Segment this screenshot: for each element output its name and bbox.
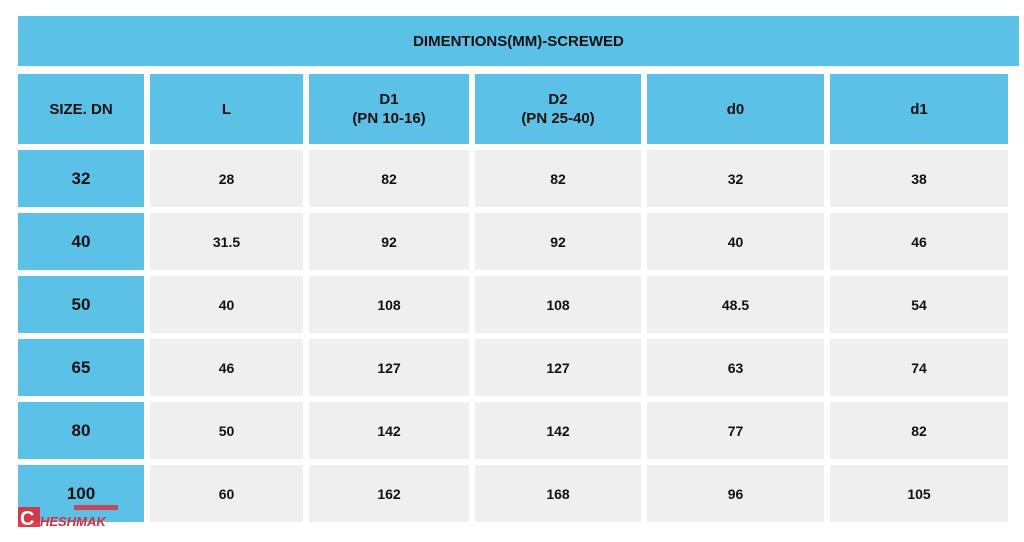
value-cell: 82: [830, 402, 1008, 459]
value-cell: 74: [830, 339, 1008, 396]
header-d1-small: d1: [830, 74, 1008, 144]
value-cell: 32: [647, 150, 824, 207]
value-cell: 108: [309, 276, 469, 333]
value-cell: 82: [309, 150, 469, 207]
value-cell: 92: [309, 213, 469, 270]
value-cell: 162: [309, 465, 469, 522]
header-size-dn: SIZE. DN: [18, 74, 144, 144]
value-cell: 142: [475, 402, 641, 459]
dimensions-table: SIZE. DN L D1 (PN 10-16) D2 (PN 25-40) d0 …: [12, 68, 1014, 528]
table-row: 50 40 108 108 48.5 54: [18, 276, 1008, 333]
size-cell: 32: [18, 150, 144, 207]
header-d0: d0: [647, 74, 824, 144]
value-cell: 46: [150, 339, 303, 396]
table-title: DIMENTIONS(MM)-SCREWED: [18, 16, 1019, 66]
value-cell: 168: [475, 465, 641, 522]
value-cell: 28: [150, 150, 303, 207]
value-cell: 92: [475, 213, 641, 270]
value-cell: 46: [830, 213, 1008, 270]
size-cell: 80: [18, 402, 144, 459]
value-cell: 77: [647, 402, 824, 459]
value-cell: 60: [150, 465, 303, 522]
header-l: L: [150, 74, 303, 144]
value-cell: 127: [475, 339, 641, 396]
value-cell: 127: [309, 339, 469, 396]
table-row: 40 31.5 92 92 40 46: [18, 213, 1008, 270]
header-d2: D2 (PN 25-40): [475, 74, 641, 144]
size-cell: 40: [18, 213, 144, 270]
value-cell: 48.5: [647, 276, 824, 333]
size-cell: 65: [18, 339, 144, 396]
value-cell: 142: [309, 402, 469, 459]
size-cell: 50: [18, 276, 144, 333]
value-cell: 31.5: [150, 213, 303, 270]
value-cell: 82: [475, 150, 641, 207]
value-cell: 40: [150, 276, 303, 333]
table-row: 100 60 162 168 96 105: [18, 465, 1008, 522]
table-row: 32 28 82 82 32 38: [18, 150, 1008, 207]
size-cell: 100: [18, 465, 144, 522]
value-cell: 54: [830, 276, 1008, 333]
value-cell: 50: [150, 402, 303, 459]
table-row: 80 50 142 142 77 82: [18, 402, 1008, 459]
value-cell: 38: [830, 150, 1008, 207]
table-row: 65 46 127 127 63 74: [18, 339, 1008, 396]
value-cell: 96: [647, 465, 824, 522]
value-cell: 108: [475, 276, 641, 333]
value-cell: 105: [830, 465, 1008, 522]
header-d1: D1 (PN 10-16): [309, 74, 469, 144]
value-cell: 63: [647, 339, 824, 396]
value-cell: 40: [647, 213, 824, 270]
